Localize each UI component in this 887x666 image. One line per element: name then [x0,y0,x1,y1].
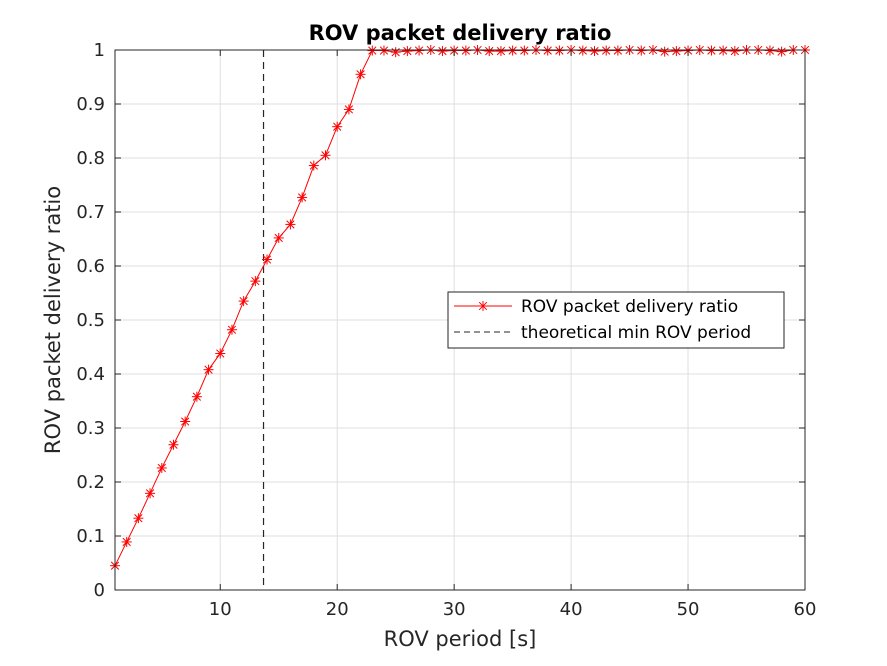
x-tick-label: 30 [443,599,466,620]
data-point-marker [484,46,495,57]
data-point-marker [554,45,565,56]
data-point-marker [262,254,273,265]
data-point-marker [367,45,378,56]
x-tick-label: 10 [209,599,232,620]
data-point-marker [320,150,331,161]
data-point-marker [390,47,401,58]
y-tick-label: 0.6 [76,256,105,277]
data-point-marker [460,45,471,56]
legend-marker-delivery-ratio [478,301,488,311]
data-point-marker [589,46,600,57]
y-tick-label: 0.9 [76,94,105,115]
y-tick-label: 0.2 [76,472,105,493]
legend-label-theoretical-min: theoretical min ROV period [521,323,751,343]
x-tick-label: 20 [326,599,349,620]
data-point-marker [414,45,425,56]
data-point-marker [706,45,717,56]
chart-title: ROV packet delivery ratio [309,21,612,45]
data-point-marker [285,219,296,230]
ticks [115,49,806,591]
tick-labels: 10 20 30 40 50 60 0 0.1 0.2 0.3 0.4 0.5 0.6 0.7 0.8 0.9… [76,40,816,620]
x-axis-label: ROV period [s] [384,627,537,651]
data-point-marker [250,276,261,287]
data-point-marker [612,45,623,56]
data-point-marker [437,46,448,57]
y-tick-label: 0.4 [76,364,105,385]
data-point-marker [402,46,413,57]
x-tick-label: 60 [794,599,817,620]
data-point-marker [577,45,588,56]
y-tick-label: 0.5 [76,310,105,331]
y-tick-label: 1 [94,40,105,61]
y-tick-label: 0.3 [76,418,105,439]
y-axis-label: ROV packet delivery ratio [41,186,65,454]
data-point-marker [156,462,167,473]
data-point-marker [378,45,389,56]
data-point-marker [308,160,319,171]
data-point-marker [542,45,553,56]
data-point-marker [776,46,787,57]
data-point-marker [133,513,144,524]
data-point-marker [671,46,682,57]
data-point-marker [332,121,343,132]
data-point-marker [297,192,308,203]
data-point-marker [226,324,237,335]
data-point-marker [168,439,179,450]
data-point-marker [659,46,670,57]
data-point-marker [191,391,202,402]
legend: ROV packet delivery ratio theoretical mi… [447,291,785,349]
grid-lines [115,49,806,591]
data-point-marker [145,488,156,499]
y-tick-label: 0.8 [76,148,105,169]
data-point-marker [507,45,518,56]
data-point-marker [343,104,354,115]
y-tick-label: 0.7 [76,202,105,223]
data-point-marker [180,416,191,427]
y-tick-label: 0.1 [76,526,105,547]
data-point-marker [355,69,366,80]
data-point-marker [238,296,249,307]
data-point-marker [495,46,506,57]
legend-label-delivery-ratio: ROV packet delivery ratio [521,297,738,317]
data-point-marker [215,348,226,359]
data-point-marker [121,536,132,547]
data-point-marker [273,232,284,243]
x-tick-label: 50 [677,599,700,620]
data-point-marker [601,45,612,56]
data-point-marker [519,45,530,56]
x-tick-label: 40 [560,599,583,620]
y-tick-label: 0 [94,580,105,601]
data-point-marker [718,45,729,56]
data-point-marker [636,45,647,56]
legend-box [447,291,785,349]
data-point-marker [729,46,740,57]
data-point-marker [203,364,214,375]
data-point-marker [764,45,775,56]
